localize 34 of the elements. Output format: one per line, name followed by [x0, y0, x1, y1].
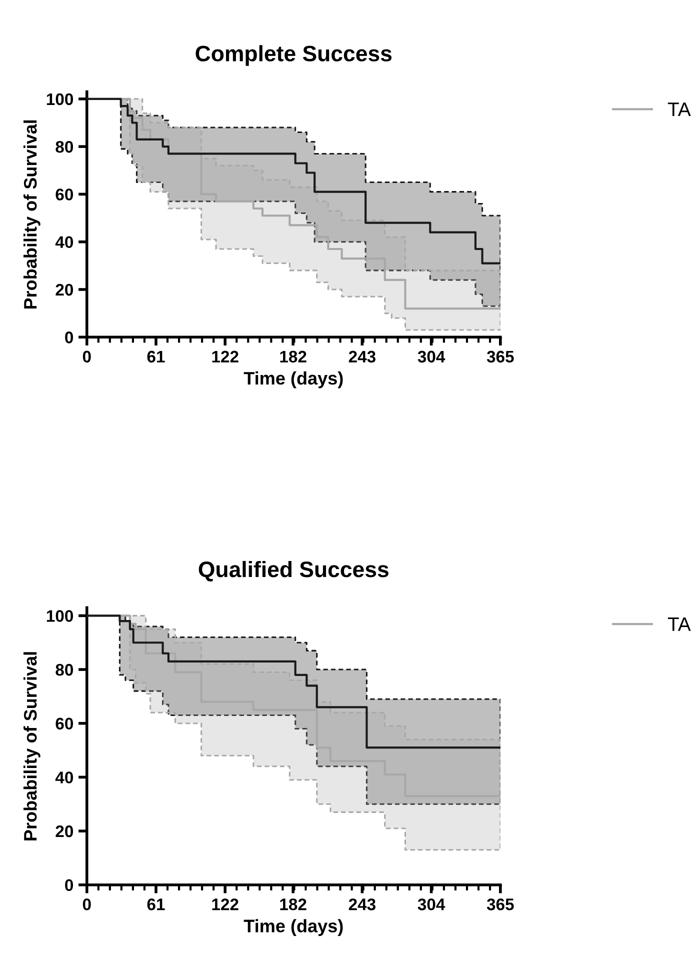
chart-title: Qualified Success: [198, 560, 388, 582]
y-tick-label: 100: [46, 610, 73, 622]
y-axis-title: Probability of Survival: [23, 120, 40, 309]
x-tick-label: 182: [280, 898, 306, 910]
y-axis-title: Probability of Survival: [23, 652, 40, 840]
y-tick-label: 40: [55, 236, 73, 248]
x-tick-label: 122: [212, 350, 238, 362]
x-tick-label: 243: [348, 898, 376, 910]
x-tick-label: 182: [280, 350, 306, 363]
x-tick-label: 365: [486, 350, 514, 363]
legend-label: TA: [668, 102, 691, 116]
y-tick-label: 80: [56, 140, 73, 153]
y-tick-label: 80: [56, 664, 73, 676]
y-tick-label: 60: [56, 718, 73, 730]
x-tick-label: 304: [418, 898, 446, 910]
x-tick-label: 0: [82, 898, 91, 910]
y-tick-label: 0: [65, 879, 73, 892]
y-tick-label: 100: [46, 93, 73, 106]
legend-label: TA: [668, 618, 691, 631]
y-tick-label: 0: [65, 332, 73, 344]
y-tick-label: 40: [55, 772, 73, 784]
x-tick-label: 365: [486, 898, 514, 910]
x-tick-label: 61: [147, 350, 165, 363]
x-tick-label: 243: [348, 350, 376, 363]
x-tick-label: 0: [82, 350, 91, 363]
x-tick-label: 304: [418, 350, 446, 363]
x-axis-title: Time (days): [244, 371, 343, 388]
y-tick-label: 20: [56, 825, 73, 838]
x-axis-title: Time (days): [244, 919, 343, 936]
x-tick-label: 122: [212, 898, 238, 910]
y-tick-label: 60: [56, 188, 73, 200]
chart-title: Complete Success: [196, 45, 392, 66]
x-tick-label: 61: [147, 898, 165, 910]
y-tick-label: 20: [56, 284, 73, 296]
